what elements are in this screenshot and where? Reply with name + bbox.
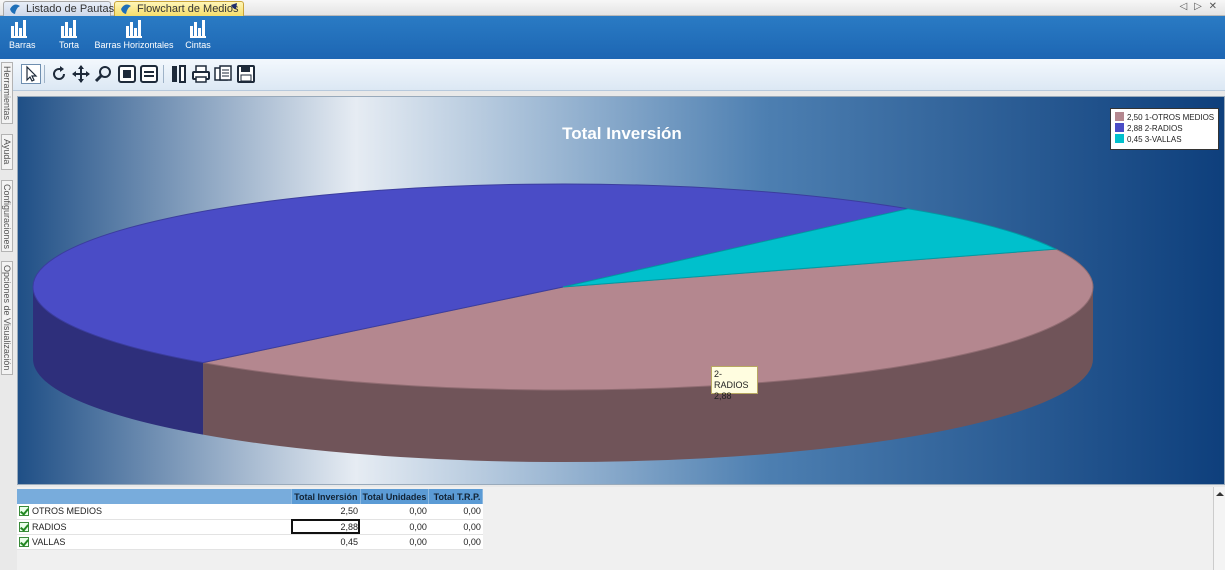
pin-icon[interactable] — [227, 1, 241, 14]
checkbox-icon[interactable] — [19, 521, 29, 532]
row-label: RADIOS — [32, 521, 67, 532]
ribbon-button-barras[interactable]: Barras — [9, 18, 36, 57]
grid-cell[interactable]: 0,00 — [428, 534, 483, 550]
grid-header[interactable]: Total Unidades — [360, 489, 430, 504]
side-tab-ayuda[interactable]: Ayuda — [1, 134, 13, 170]
pie-chart[interactable] — [18, 97, 1224, 484]
grid-cell-name: RADIOS — [17, 519, 291, 535]
pie-slice-vallas[interactable] — [562, 208, 1058, 288]
grid-vertical-scrollbar[interactable] — [1213, 487, 1225, 570]
checkbox-icon[interactable] — [19, 506, 29, 517]
table-row[interactable]: OTROS MEDIOS 2,50 0,00 0,00 — [17, 504, 483, 520]
grid-header-blank — [17, 489, 292, 504]
ribbon-label: Torta — [58, 40, 79, 50]
legend-item: 0,45 3-VALLAS — [1115, 134, 1214, 145]
edit-icon[interactable] — [169, 64, 189, 84]
pointer-icon[interactable] — [21, 64, 41, 84]
table-row[interactable]: VALLAS 0,45 0,00 0,00 — [17, 534, 483, 550]
legend-swatch — [1115, 112, 1124, 121]
rotate-icon[interactable] — [49, 64, 69, 84]
pie-slice-radios[interactable] — [32, 183, 909, 364]
ribbon-button-barras-horizontales[interactable]: Barras Horizontales — [93, 18, 175, 57]
grid-cell-selected[interactable]: 2,88 — [291, 519, 360, 535]
ribbon-button-torta[interactable]: Torta — [56, 18, 82, 57]
chart-type-ribbon: Barras Torta Barras Horizontales Cintas — [0, 16, 1225, 59]
side-panel-tabs: Herramientas Ayuda Configuraciones Opcio… — [0, 62, 14, 382]
grid-cell[interactable]: 0,00 — [360, 504, 429, 520]
legend-label: 0,45 3-VALLAS — [1127, 135, 1182, 144]
chart-area: Total Inversión — [17, 96, 1225, 485]
scroll-up-icon[interactable] — [1214, 489, 1225, 499]
side-tab-herramientas[interactable]: Herramientas — [1, 62, 13, 124]
document-tab-bar: Listado de Pautas Flowchart de Medios ◁ … — [0, 0, 1225, 16]
ribbon-label: Barras — [9, 40, 36, 50]
tooltip-series: 2-RADIOS — [714, 369, 749, 390]
side-tab-configuraciones[interactable]: Configuraciones — [1, 180, 13, 252]
move-icon[interactable] — [71, 64, 91, 84]
tab-listado-de-pautas[interactable]: Listado de Pautas — [3, 1, 115, 16]
bar-chart-icon — [11, 20, 27, 38]
pie-slice-side — [203, 287, 1093, 462]
legend-swatch — [1115, 134, 1124, 143]
chart-title: Total Inversión — [562, 124, 682, 143]
ribbon-label: Barras Horizontales — [94, 40, 174, 50]
slice-tooltip: 2-RADIOS 2,88 — [711, 366, 758, 401]
row-label: OTROS MEDIOS — [32, 506, 103, 517]
data-grid-panel: Total Inversión Total Unidades Total T.R… — [17, 487, 1213, 570]
grid-cell-name: OTROS MEDIOS — [17, 504, 291, 520]
grid-cell-name: VALLAS — [17, 534, 291, 550]
grid-cell[interactable]: 0,00 — [428, 519, 483, 535]
data-grid: Total Inversión Total Unidades Total T.R… — [17, 489, 484, 550]
tab-label: Listado de Pautas — [26, 3, 115, 15]
side-tab-opciones-de-visualizacion[interactable]: Opciones de Visualización — [1, 261, 13, 375]
grid-header[interactable]: Total T.R.P. — [428, 489, 484, 504]
tab-label: Flowchart de Medios — [137, 3, 239, 15]
tab-scroll-arrows-icon[interactable]: ◁ ▷ ✕ — [1179, 1, 1219, 12]
chart-toolbar — [0, 59, 1225, 91]
tooltip-value: 2,88 — [714, 391, 732, 401]
grid-cell[interactable]: 0,00 — [360, 534, 429, 550]
bar-chart-icon — [190, 20, 206, 38]
legend-swatch — [1115, 123, 1124, 132]
3d-icon[interactable] — [139, 64, 159, 84]
print-icon[interactable] — [191, 64, 211, 84]
row-label: VALLAS — [32, 536, 66, 547]
legend-label: 2,88 2-RADIOS — [1127, 124, 1183, 133]
grid-cell[interactable]: 0,00 — [360, 519, 429, 535]
grid-cell[interactable]: 0,45 — [291, 534, 360, 550]
app-logo-icon — [10, 4, 20, 15]
export-icon[interactable] — [213, 64, 233, 84]
grid-header-row: Total Inversión Total Unidades Total T.R… — [17, 489, 484, 504]
tab-flowchart-de-medios[interactable]: Flowchart de Medios — [114, 1, 244, 16]
legend-item: 2,88 2-RADIOS — [1115, 123, 1214, 134]
chart-legend: 2,50 1-OTROS MEDIOS 2,88 2-RADIOS 0,45 3… — [1110, 108, 1219, 150]
grid-cell[interactable]: 2,50 — [291, 504, 360, 520]
bar-chart-icon — [61, 20, 77, 38]
pie-slice-otros-medios[interactable] — [202, 248, 1094, 391]
checkbox-icon[interactable] — [19, 536, 29, 547]
ribbon-label: Cintas — [185, 40, 211, 50]
grid-header[interactable]: Total Inversión — [291, 489, 361, 504]
bar-chart-icon — [126, 20, 142, 38]
save-icon[interactable] — [236, 64, 256, 84]
zoom-icon[interactable] — [93, 64, 113, 84]
ribbon-button-cintas[interactable]: Cintas — [183, 18, 213, 57]
copy-icon[interactable] — [117, 64, 137, 84]
app-logo-icon — [121, 4, 131, 15]
legend-item: 2,50 1-OTROS MEDIOS — [1115, 112, 1214, 123]
grid-cell[interactable]: 0,00 — [428, 504, 483, 520]
legend-label: 2,50 1-OTROS MEDIOS — [1127, 113, 1215, 122]
table-row[interactable]: RADIOS 2,88 0,00 0,00 — [17, 519, 483, 535]
pie-slice-side — [33, 287, 204, 435]
